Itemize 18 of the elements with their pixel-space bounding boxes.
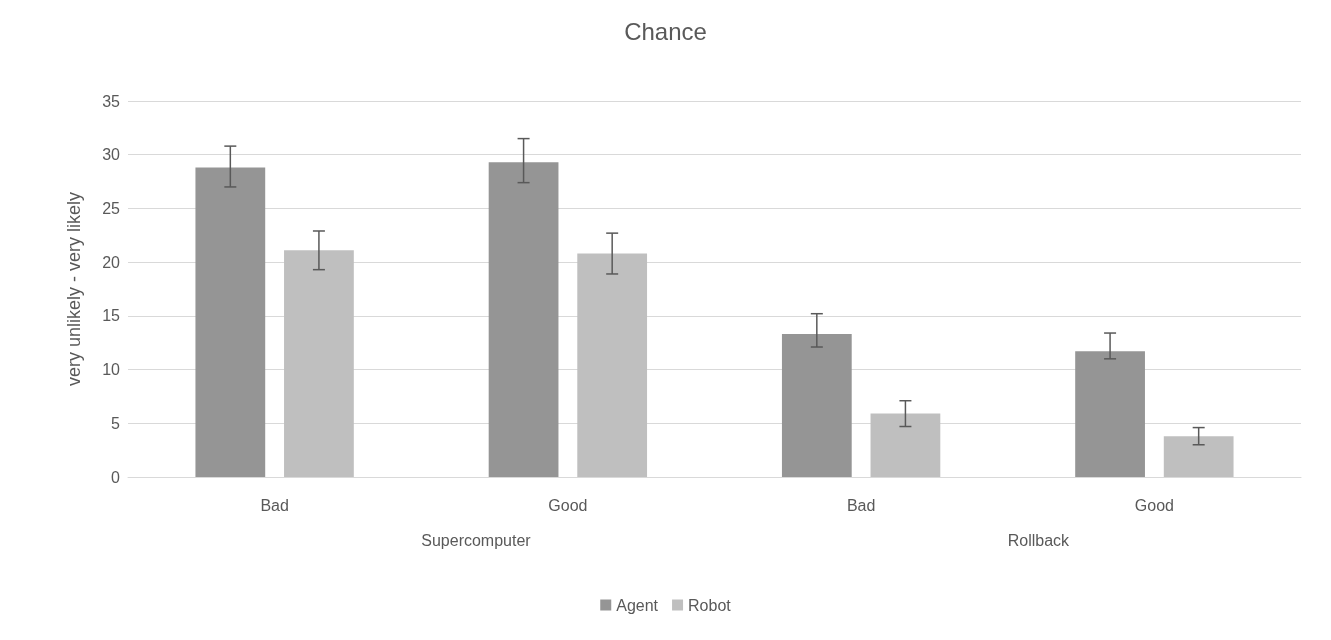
x-tick-label: Good: [548, 496, 588, 514]
chart-title: Chance: [624, 17, 707, 45]
legend-label: Robot: [688, 596, 732, 614]
y-tick-label: 25: [102, 199, 121, 217]
text: Supercomputer: [421, 531, 532, 549]
y-tick-label: 10: [102, 361, 121, 379]
y-tick-label: 15: [102, 307, 121, 325]
y-tick-label: 0: [111, 468, 121, 486]
y-tick-label: 20: [102, 253, 121, 271]
y-axis-title: very unlikely - very likely: [64, 191, 84, 387]
legend-label: Agent: [616, 596, 659, 614]
x-tick-label: Bad: [846, 496, 876, 514]
y-tick-label: 30: [102, 146, 121, 164]
text: Rollback: [1007, 531, 1071, 549]
y-tick-label: 5: [111, 414, 121, 432]
x-tick-label: Bad: [260, 496, 289, 514]
y-tick-label: 35: [102, 92, 121, 110]
x-tick-label: Good: [1134, 496, 1174, 514]
